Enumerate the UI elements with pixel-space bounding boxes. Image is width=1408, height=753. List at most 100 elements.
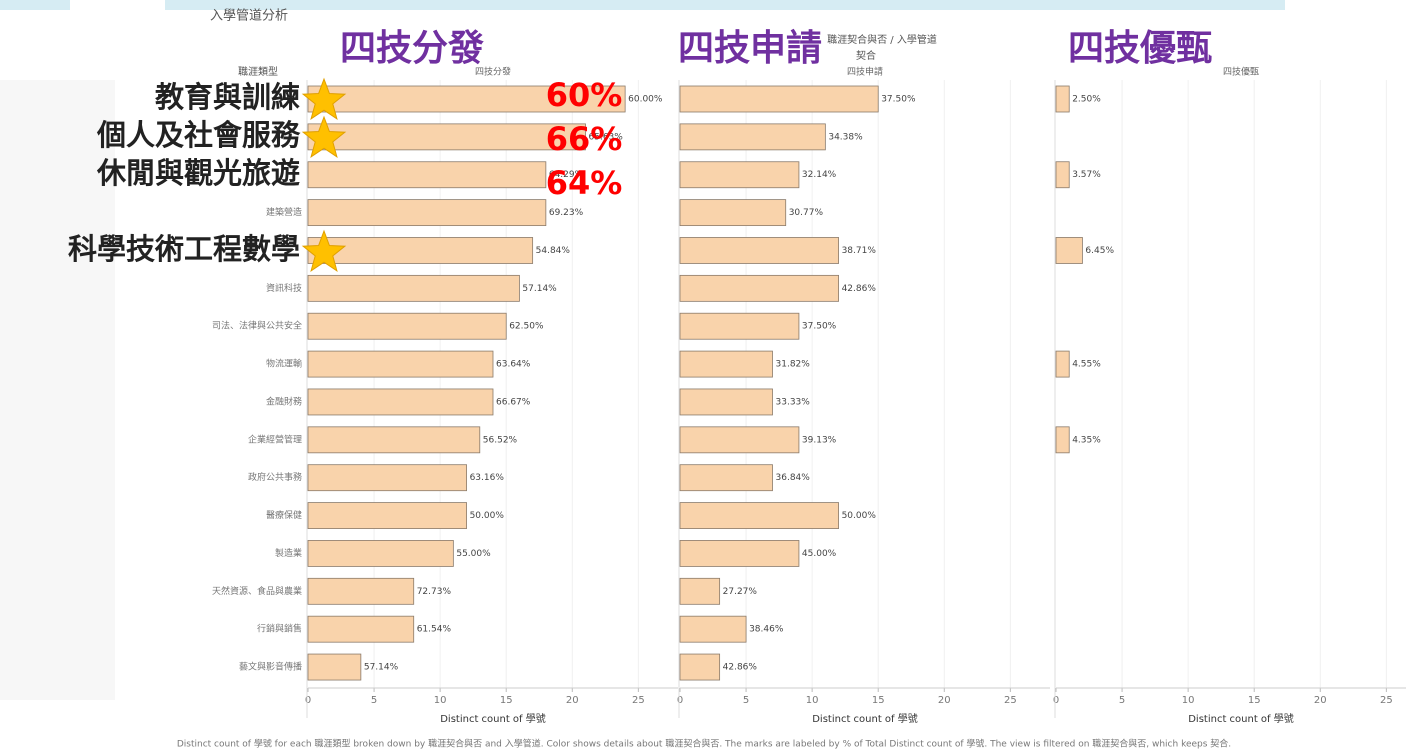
x-tick-label: 5 (743, 695, 749, 706)
star (301, 77, 347, 120)
x-tick-label: 5 (371, 695, 377, 706)
value-label: 69.23% (549, 208, 584, 218)
bar (1055, 85, 1070, 113)
value-label: 65.63% (589, 132, 624, 142)
footnote: Distinct count of 學號 for each 職涯類型 broke… (177, 738, 1231, 750)
category-label: 資訊科技 (266, 282, 302, 294)
value-label: 60.00% (628, 95, 663, 105)
value-label: 31.82% (776, 360, 811, 370)
value-label: 32.14% (802, 170, 837, 180)
x-tick-label: 25 (1004, 695, 1017, 706)
value-label: 6.45% (1085, 246, 1114, 256)
x-tick-label: 0 (305, 695, 311, 706)
x-tick-label: 15 (500, 695, 513, 706)
bar (679, 350, 773, 378)
bar (679, 464, 773, 492)
value-label: 27.27% (723, 587, 758, 597)
row-annotation: 教育與訓練 (155, 80, 300, 114)
value-label: 45.00% (802, 549, 837, 559)
x-tick-label: 20 (938, 695, 951, 706)
value-label: 55.00% (456, 549, 491, 559)
percent-annotation: 64% (546, 164, 623, 202)
value-label: 4.55% (1072, 360, 1101, 370)
bar (307, 161, 547, 189)
bar (679, 161, 800, 189)
row-annotation: 休閒與觀光旅遊 (96, 156, 300, 190)
value-label: 42.86% (723, 663, 758, 673)
value-label: 62.50% (509, 322, 544, 332)
x-tick-label: 15 (872, 695, 885, 706)
value-label: 50.00% (842, 511, 877, 521)
bar (307, 123, 586, 151)
x-tick-label: 20 (1314, 695, 1327, 706)
value-label: 56.52% (483, 435, 518, 445)
value-label: 50.00% (470, 511, 505, 521)
category-label: 物流運輸 (266, 358, 302, 370)
bar (307, 502, 467, 529)
bar (679, 274, 839, 302)
category-label: 天然資源、食品與農業 (212, 585, 302, 597)
side-sheet (0, 80, 115, 700)
bar (679, 85, 879, 113)
x-tick-label: 10 (1182, 695, 1195, 706)
category-label: 藝文與影音傳播 (239, 661, 302, 673)
x-tick-label: 20 (566, 695, 579, 706)
row-annotation: 科學技術工程數學 (68, 232, 300, 266)
value-label: 34.38% (828, 132, 863, 142)
bar (679, 540, 800, 567)
bar (1055, 426, 1070, 454)
value-label: 38.46% (749, 625, 784, 635)
bar (679, 577, 721, 605)
value-label: 57.14% (364, 663, 399, 673)
value-label: 42.86% (842, 284, 877, 294)
value-label: 66.67% (496, 397, 531, 407)
legend-value: 契合 (856, 49, 876, 62)
category-header: 職涯類型 (238, 65, 278, 78)
category-label: 金融財務 (266, 395, 302, 407)
x-axis-label: Distinct count of 學號 (440, 712, 546, 725)
bar (307, 312, 507, 340)
value-label: 37.50% (881, 95, 916, 105)
x-axis-label: Distinct count of 學號 (812, 712, 918, 725)
panel-annotation: 四技優甄 (1068, 28, 1212, 69)
bar (307, 540, 454, 567)
percent-annotation: 66% (546, 120, 623, 158)
panel-header: 四技優甄 (1223, 66, 1259, 78)
bar (679, 615, 747, 643)
bar (1055, 350, 1070, 378)
category-label: 醫療保健 (266, 509, 302, 521)
star (301, 115, 347, 158)
bar (307, 85, 626, 113)
value-label: 3.57% (1072, 170, 1101, 180)
value-label: 2.50% (1072, 95, 1101, 105)
bar (307, 237, 534, 264)
panel-header: 四技分發 (475, 66, 511, 78)
bar (679, 426, 800, 454)
bar (307, 653, 362, 681)
bar (1055, 237, 1083, 264)
value-label: 57.14% (522, 284, 557, 294)
category-label: 製造業 (275, 547, 302, 559)
legend-title: 職涯契合與否 / 入學管道 (827, 33, 937, 46)
value-label: 61.54% (417, 625, 452, 635)
row-annotation: 個人及社會服務 (96, 118, 301, 152)
bar (679, 388, 773, 416)
category-label: 行銷與銷售 (257, 623, 302, 635)
bar (307, 615, 415, 643)
value-label: 30.77% (789, 208, 824, 218)
value-label: 64.29% (549, 170, 584, 180)
bar (307, 388, 494, 416)
category-label: 政府公共事務 (248, 471, 302, 483)
x-tick-label: 0 (677, 695, 683, 706)
bar (679, 237, 839, 264)
bar (307, 274, 520, 302)
value-label: 54.84% (536, 246, 571, 256)
panel-header: 四技申請 (847, 66, 883, 78)
bar (679, 653, 721, 681)
top-band-left (0, 0, 70, 10)
value-label: 63.64% (496, 360, 531, 370)
bar (307, 350, 494, 378)
x-tick-label: 25 (632, 695, 645, 706)
category-label: 建築營造 (266, 206, 302, 218)
x-axis-label: Distinct count of 學號 (1188, 712, 1294, 725)
